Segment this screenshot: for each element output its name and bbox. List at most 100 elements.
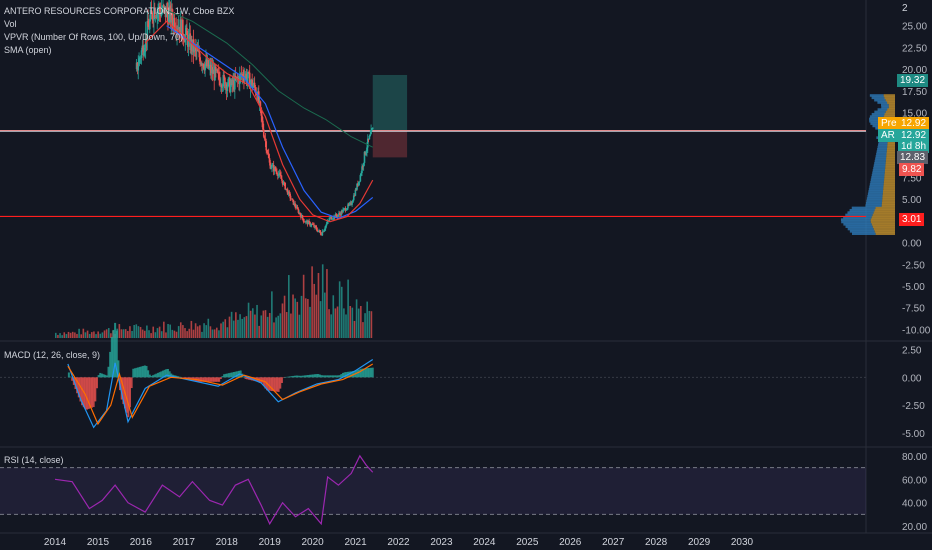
macd-histogram-bar: [244, 377, 247, 379]
volume-bar: [201, 331, 203, 338]
candle-body: [220, 85, 223, 88]
symbol-tag: AR: [878, 129, 898, 142]
macd-histogram-bar: [128, 377, 131, 408]
macd-histogram-bar: [242, 376, 245, 378]
candle-body: [251, 79, 253, 88]
volume-bar: [260, 315, 263, 338]
volume-bar: [249, 310, 252, 338]
macd-axis-tick: 0.00: [902, 373, 922, 384]
candle-body: [366, 138, 369, 148]
last-price-tag: 12.92: [898, 129, 930, 142]
macd-histogram-bar: [366, 368, 369, 378]
macd-histogram-bar: [105, 375, 108, 378]
vpvr-up-bar: [849, 208, 875, 212]
volume-bar: [65, 334, 68, 338]
vpvr-up-bar: [865, 201, 882, 205]
candle-body: [158, 6, 161, 12]
candle-body: [332, 218, 334, 220]
vpvr-up-bar: [865, 204, 882, 207]
macd-histogram-bar: [333, 375, 336, 378]
candle-body: [285, 188, 287, 190]
vpvr-down-bar: [885, 110, 895, 114]
volume-bar: [67, 331, 70, 338]
candle-body: [264, 138, 267, 142]
candle-body: [206, 60, 209, 67]
stop-zone: [372, 130, 408, 158]
candle-body: [303, 221, 306, 223]
macd-histogram-bar: [152, 375, 155, 378]
vpvr-up-bar: [840, 218, 871, 221]
macd-histogram-bar: [84, 377, 87, 410]
candle-body: [214, 66, 216, 81]
vpvr-up-bar: [870, 178, 885, 182]
candle-body: [306, 220, 309, 225]
candle-body: [177, 28, 179, 30]
macd-histogram-bar: [209, 377, 212, 382]
macd-histogram-bar: [292, 375, 295, 378]
volume-bar: [137, 326, 140, 338]
candle-body: [234, 75, 236, 90]
candle-body: [296, 206, 299, 210]
candle-body: [371, 129, 373, 131]
macd-histogram-bar: [275, 377, 278, 392]
volume-bar: [357, 308, 360, 338]
candle-body: [170, 8, 173, 23]
vpvr-down-bar: [875, 206, 895, 210]
candle-body: [221, 86, 224, 88]
candle-body: [187, 35, 190, 47]
volume-bar: [154, 332, 157, 338]
candle-body: [167, 13, 169, 25]
volume-bar: [215, 327, 218, 338]
time-axis-tick: 2027: [602, 537, 625, 548]
volume-bar: [237, 319, 239, 338]
candle-body: [145, 33, 148, 41]
volume-bar: [103, 330, 106, 338]
candle-body: [228, 77, 230, 79]
macd-histogram-bar: [313, 374, 316, 378]
candle-body: [209, 64, 211, 67]
vpvr-up-bar: [870, 122, 884, 125]
macd-histogram-bar: [361, 368, 364, 378]
candle-body: [347, 204, 350, 206]
vpvr-down-bar: [881, 201, 895, 205]
macd-histogram-bar: [79, 377, 82, 402]
symbol-title: ANTERO RESOURCES CORPORATION, 1W, Cboe B…: [4, 6, 235, 16]
macd-histogram-bar: [148, 374, 151, 378]
macd-histogram-bar: [125, 377, 128, 413]
vpvr-down-bar: [884, 112, 895, 116]
volume-bar: [167, 324, 169, 338]
macd-histogram-bar: [216, 377, 219, 382]
volume-bar: [194, 323, 197, 338]
candle-body: [270, 167, 272, 169]
candle-body: [205, 59, 208, 67]
volume-bar: [347, 279, 349, 338]
candle-body: [200, 63, 202, 65]
candle-body: [148, 19, 151, 30]
candle-body: [144, 47, 146, 53]
macd-histogram-bar: [299, 375, 302, 378]
volume-bar: [80, 334, 83, 338]
vpvr-down-bar: [886, 150, 895, 154]
volume-bar: [124, 329, 127, 338]
macd-histogram-bar: [109, 351, 112, 378]
candle-body: [362, 162, 365, 167]
vpvr-up-bar: [843, 215, 872, 219]
price-axis-tick: -7.50: [902, 304, 925, 315]
candle-body: [197, 50, 200, 52]
candle-body: [353, 195, 356, 197]
volume-bar: [300, 295, 303, 338]
candle-body: [272, 164, 275, 172]
macd-histogram-bar: [69, 376, 72, 378]
candle-body: [312, 224, 315, 226]
candle-body: [363, 151, 366, 163]
macd-histogram-bar: [117, 360, 120, 378]
candle-body: [286, 189, 289, 195]
candle-body: [318, 230, 320, 231]
macd-histogram-bar: [155, 373, 158, 378]
macd-histogram-bar: [277, 377, 280, 392]
time-axis-tick: 2023: [430, 537, 453, 548]
vpvr-up-bar: [877, 148, 887, 151]
candle-body: [195, 47, 197, 52]
candle-body: [179, 19, 182, 34]
